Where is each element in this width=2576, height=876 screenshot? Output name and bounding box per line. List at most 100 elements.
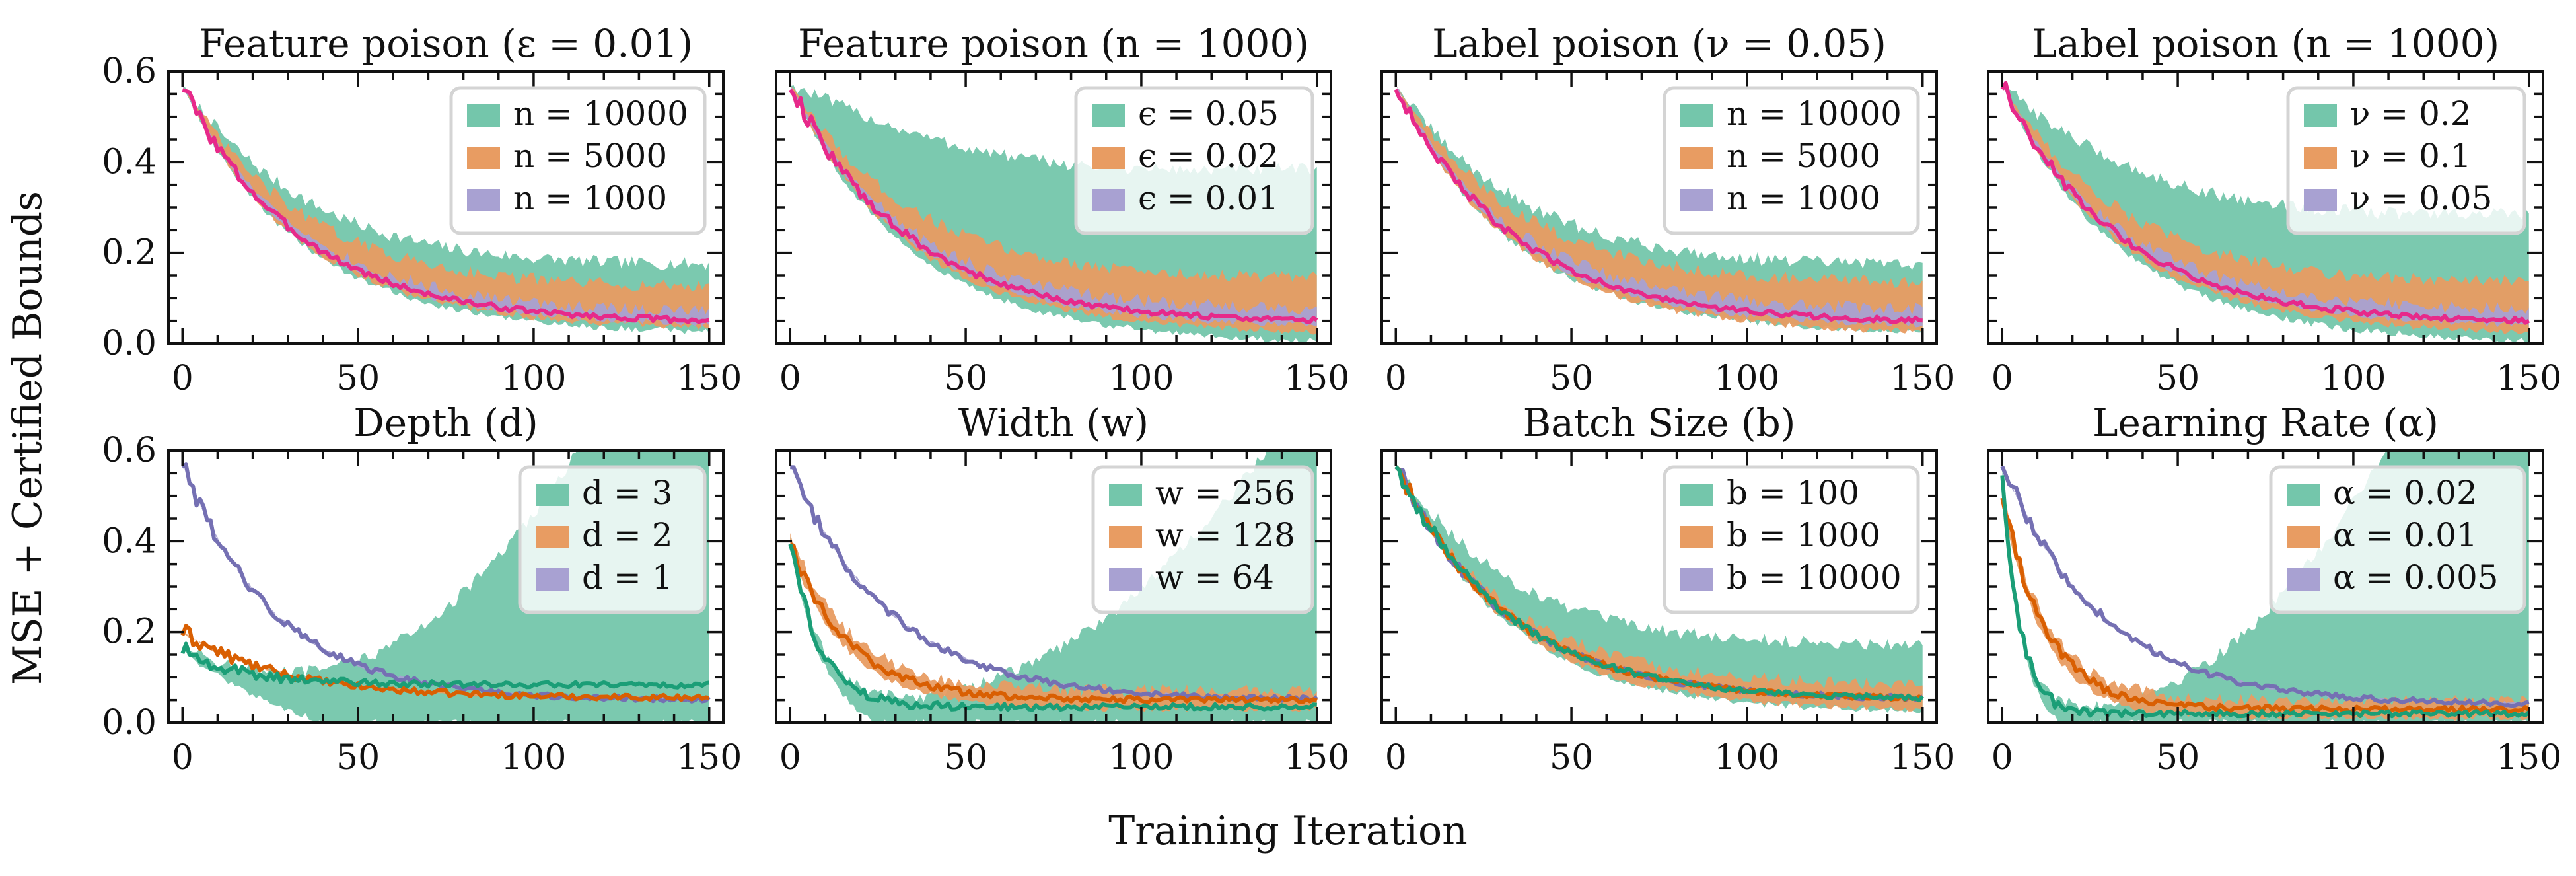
legend-swatch: [1680, 526, 1713, 548]
legend: w = 256 w = 128 w = 64: [1091, 465, 1314, 614]
legend-label: d = 3: [582, 474, 673, 512]
x-tick-label: 150: [676, 359, 742, 398]
x-tick-label: 50: [336, 738, 380, 778]
x-tick-label: 50: [2156, 359, 2200, 398]
band-n-10000: [182, 84, 709, 334]
panel-feature-poison-eps: Feature poison (ε = 0.01) 0 50 100 150 0.0 0.2…: [102, 21, 742, 398]
legend-label: n = 5000: [513, 137, 667, 175]
legend-swatch: [1680, 104, 1713, 127]
legend-swatch: [2287, 526, 2320, 548]
line--0-02: [2000, 475, 2530, 719]
legend-label: b = 100: [1727, 474, 1859, 512]
line-w-256: [788, 543, 1317, 712]
legend: n = 10000 n = 5000 n = 1000: [449, 86, 707, 235]
x-tick-label: 150: [676, 738, 742, 778]
legend-label: d = 1: [582, 558, 673, 597]
x-tick-label: 150: [2496, 359, 2561, 398]
x-tick-label: 100: [501, 359, 566, 398]
legend-label: w = 256: [1155, 474, 1295, 512]
x-tick-label: 50: [1550, 738, 1593, 778]
legend-label: α = 0.005: [2333, 558, 2499, 597]
plot-area: [182, 84, 710, 334]
x-tick-label: 100: [1108, 359, 1174, 398]
panel-title: Feature poison (n = 1000): [798, 21, 1309, 66]
panel-feature-poison-n: Feature poison (n = 1000) 0 50 100 150 ϵ = 0.…: [775, 21, 1349, 398]
panel-title: Label poison (n = 1000): [2032, 21, 2499, 66]
legend-swatch: [2304, 189, 2337, 211]
legend-label: b = 1000: [1727, 516, 1880, 554]
y-tick-label: 0.2: [102, 612, 157, 652]
legend-label: n = 10000: [1727, 94, 1902, 133]
legend-swatch: [467, 147, 500, 169]
x-tick-label: 100: [1714, 738, 1779, 778]
legend-label: α = 0.01: [2333, 516, 2478, 554]
legend-swatch: [2304, 147, 2337, 169]
legend-swatch: [536, 526, 569, 548]
legend: n = 10000 n = 5000 n = 1000: [1663, 86, 1920, 235]
plot-area: [1394, 84, 1923, 334]
legend-label: w = 128: [1155, 516, 1295, 554]
band-n-10000: [1396, 84, 1923, 334]
x-axis-label: Training Iteration: [1108, 808, 1467, 854]
legend-label: b = 10000: [1727, 558, 1902, 597]
x-tick-label: 0: [172, 359, 194, 398]
band-n-5000: [182, 84, 709, 330]
legend: d = 3 d = 2 d = 1: [518, 465, 707, 614]
legend-box: [1663, 86, 1920, 235]
legend-swatch: [1092, 189, 1125, 211]
panel-title: Label poison (ν = 0.05): [1432, 21, 1886, 66]
band-w-256: [790, 451, 1317, 723]
plot-area: [1394, 464, 1924, 713]
legend-swatch: [536, 484, 569, 506]
mean-line: [1394, 89, 1923, 324]
line--0-01: [2000, 497, 2530, 714]
legend-box: [1091, 465, 1314, 614]
legend-box: [2286, 86, 2526, 235]
y-axis-label: MSE + Certified Bounds: [5, 191, 51, 685]
line--0-005: [2000, 465, 2530, 708]
legend-label: ν = 0.2: [2350, 94, 2472, 133]
legend-swatch: [1109, 484, 1142, 506]
panel-title: Learning Rate (α): [2093, 400, 2439, 445]
legend: α = 0.02 α = 0.01 α = 0.005: [2269, 465, 2526, 614]
legend-swatch: [1109, 526, 1142, 548]
legend-swatch: [1680, 147, 1713, 169]
x-tick-label: 150: [1284, 359, 1349, 398]
plot-area: [788, 84, 1318, 344]
legend-label: n = 5000: [1727, 137, 1880, 175]
legend-label: n = 10000: [513, 94, 688, 133]
legend-swatch: [1680, 189, 1713, 211]
x-tick-label: 0: [1385, 738, 1407, 778]
legend-swatch: [1092, 104, 1125, 127]
x-tick-label: 0: [779, 738, 801, 778]
x-tick-label: 50: [944, 359, 987, 398]
x-tick-label: 50: [336, 359, 380, 398]
legend-label: w = 64: [1155, 558, 1274, 597]
y-tick-label: 0.4: [102, 142, 157, 182]
legend-swatch: [1109, 568, 1142, 591]
x-tick-label: 0: [779, 359, 801, 398]
panel-title: Width (w): [958, 400, 1149, 445]
legend-box: [2269, 465, 2526, 614]
legend-label: ϵ = 0.05: [1138, 94, 1279, 133]
legend-swatch: [1680, 568, 1713, 591]
x-tick-label: 100: [1108, 738, 1174, 778]
panels: Feature poison (ε = 0.01) 0 50 100 150 0.0 0.2…: [102, 21, 2561, 778]
panel-depth: Depth (d) 0 50 100 150 0.0 0.2 0.4 0.6 d = 3 d = 2…: [102, 400, 742, 778]
x-tick-label: 100: [1714, 359, 1779, 398]
legend-box: [449, 86, 707, 235]
legend-swatch: [467, 104, 500, 127]
y-tick-label: 0.6: [102, 52, 157, 91]
legend-label: ϵ = 0.02: [1138, 137, 1279, 175]
y-tick-label: 0.2: [102, 233, 157, 273]
legend-box: [1663, 465, 1920, 614]
legend: ν = 0.2 ν = 0.1 ν = 0.05: [2286, 86, 2526, 235]
legend-label: d = 2: [582, 516, 673, 554]
x-tick-label: 150: [1890, 359, 1955, 398]
legend-label: n = 1000: [513, 179, 667, 217]
line-b-100: [1394, 465, 1924, 703]
panel-label-poison-nu: Label poison (ν = 0.05) 0 50 100 150 n = 1000…: [1380, 21, 1955, 398]
